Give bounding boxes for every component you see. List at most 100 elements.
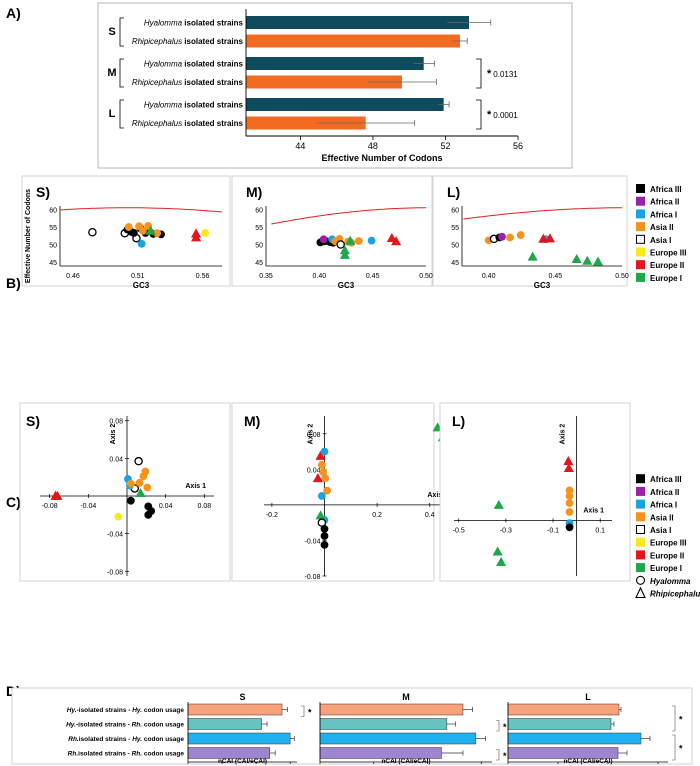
legend-c-label: Africa II [650, 488, 679, 497]
y-tick-label: 50 [255, 243, 263, 250]
x-axis-title: nCAI (CAI/eCAI) [218, 758, 267, 765]
bar-label-species: Hyalomma [144, 19, 183, 28]
legend-b-label: Europe III [650, 249, 686, 258]
y-tick-label: 45 [49, 260, 57, 267]
legend-c-label: Africa III [650, 475, 682, 484]
x-tick-label: 0.4 [425, 512, 435, 519]
legend-b-swatch [636, 247, 645, 257]
data-point-europe2 [191, 232, 202, 242]
legend-c-swatch [636, 563, 645, 573]
panel-c-title: S) [26, 413, 40, 429]
panel-b-frame [432, 175, 628, 287]
data-point-asia1 [336, 240, 345, 249]
row-label: Hy.-isolated strains - Hy. codon usage [67, 707, 185, 714]
ncai-bar [507, 703, 620, 716]
legend-c-swatch [636, 486, 645, 496]
x-tick-label: 0.51 [131, 273, 145, 280]
row-label-post: codon usage [142, 751, 184, 758]
pca-point-asia2 [565, 508, 574, 516]
sig-star: * [503, 751, 507, 761]
legend-c-swatch [636, 474, 645, 484]
bar-S-hyalomma [246, 16, 470, 29]
legend-b-swatch [636, 272, 645, 282]
y-tick-label: -0.04 [305, 538, 321, 545]
pca-point-europe2 [312, 472, 323, 483]
segment-label: S [108, 26, 115, 38]
ncai-bar [319, 732, 477, 745]
row-label-post: codon usage [142, 736, 184, 743]
group-bracket [119, 99, 124, 129]
legend-c-swatch [636, 525, 645, 534]
bar-L-hyalomma [246, 98, 444, 111]
x-tick-label: -0.1 [547, 527, 559, 534]
x-tick-label: -0.08 [42, 503, 58, 510]
y-tick-label: 55 [255, 225, 263, 232]
data-point-africa3 [129, 229, 138, 237]
data-point-asia2 [124, 223, 133, 231]
data-point-africa2 [498, 232, 506, 241]
group-bracket [119, 58, 124, 88]
x-tick-label: 0.56 [196, 273, 210, 280]
pca-point-africa3 [320, 532, 329, 540]
panel-c-frame [231, 402, 435, 582]
pca-point-europe2 [52, 490, 63, 500]
panel-d-title: M [402, 692, 410, 702]
row-label-host: Rh. [68, 751, 79, 758]
row-label-post: codon usage [142, 707, 184, 714]
y-tick-label: 0.08 [307, 432, 321, 439]
pca-point-africa3 [144, 510, 153, 519]
segment-label: M [107, 67, 116, 79]
bar-label-species: Rhipicephalus [132, 37, 182, 46]
x-tick-label: 52 [440, 141, 450, 151]
legend-b-swatch [636, 222, 645, 232]
legend-b-swatch [636, 209, 645, 219]
y-tick-label: -0.08 [305, 574, 321, 581]
sig-star: * [308, 707, 312, 717]
expected-enc-curve [463, 207, 622, 220]
data-point-europe1 [592, 256, 604, 266]
data-point-asia1 [88, 227, 97, 237]
legend-b-swatch [636, 196, 645, 206]
y-tick-label: 55 [49, 225, 57, 232]
legend-c-label: Hyalomma [650, 577, 691, 586]
x-tick-label: 0.1 [595, 527, 605, 534]
row-label-host: Hy. [66, 722, 76, 729]
panel-c-title: M) [244, 413, 260, 429]
ncai-bar [507, 747, 619, 759]
sig-bracket [301, 705, 305, 717]
group-bracket [119, 17, 124, 47]
bar-M-hyalomma [246, 57, 424, 70]
row-label-mid: isolated strains - [78, 751, 131, 758]
sig-label: * 0.0131 [487, 68, 518, 80]
data-point-europe2 [544, 233, 556, 243]
pca-point-europe3 [114, 512, 123, 521]
legend-b-label: Africa I [650, 210, 677, 219]
data-point-europe1 [571, 253, 582, 264]
pca-point-europe1 [496, 556, 507, 566]
data-point-asia2 [139, 226, 147, 235]
legend-c-swatch [636, 512, 645, 522]
data-point-europe2 [538, 233, 549, 243]
x-tick-label: 0.46 [66, 273, 80, 280]
pca-point-asia2 [565, 492, 574, 500]
legend-c-label: Asia I [650, 526, 671, 535]
sig-pvalue: 0.0131 [493, 70, 518, 79]
legend-b-swatch [636, 234, 645, 244]
x-tick-label: 44 [295, 141, 305, 151]
data-point-europe2 [386, 232, 397, 243]
row-label-codon: Hy. [132, 707, 142, 714]
data-point-europe1 [339, 249, 350, 259]
bar-label-suffix: isolated strains [182, 60, 243, 69]
legend-b-label: Europe I [650, 274, 682, 283]
sig-bracket [496, 749, 500, 761]
ncai-bar [187, 703, 283, 716]
bar-L-rhipicephalus [246, 116, 366, 130]
legend-c-label: Rhipicephalus [650, 590, 700, 599]
ncai-bar [507, 732, 642, 745]
ncai-bar [187, 732, 291, 745]
legend-c-swatch [635, 586, 646, 599]
axis-2-title: Axis 2 [560, 424, 567, 445]
legend-c-label: Europe III [650, 539, 686, 548]
bar-label-species: Hyalomma [144, 101, 183, 110]
legend-c-label: Europe II [650, 551, 684, 560]
